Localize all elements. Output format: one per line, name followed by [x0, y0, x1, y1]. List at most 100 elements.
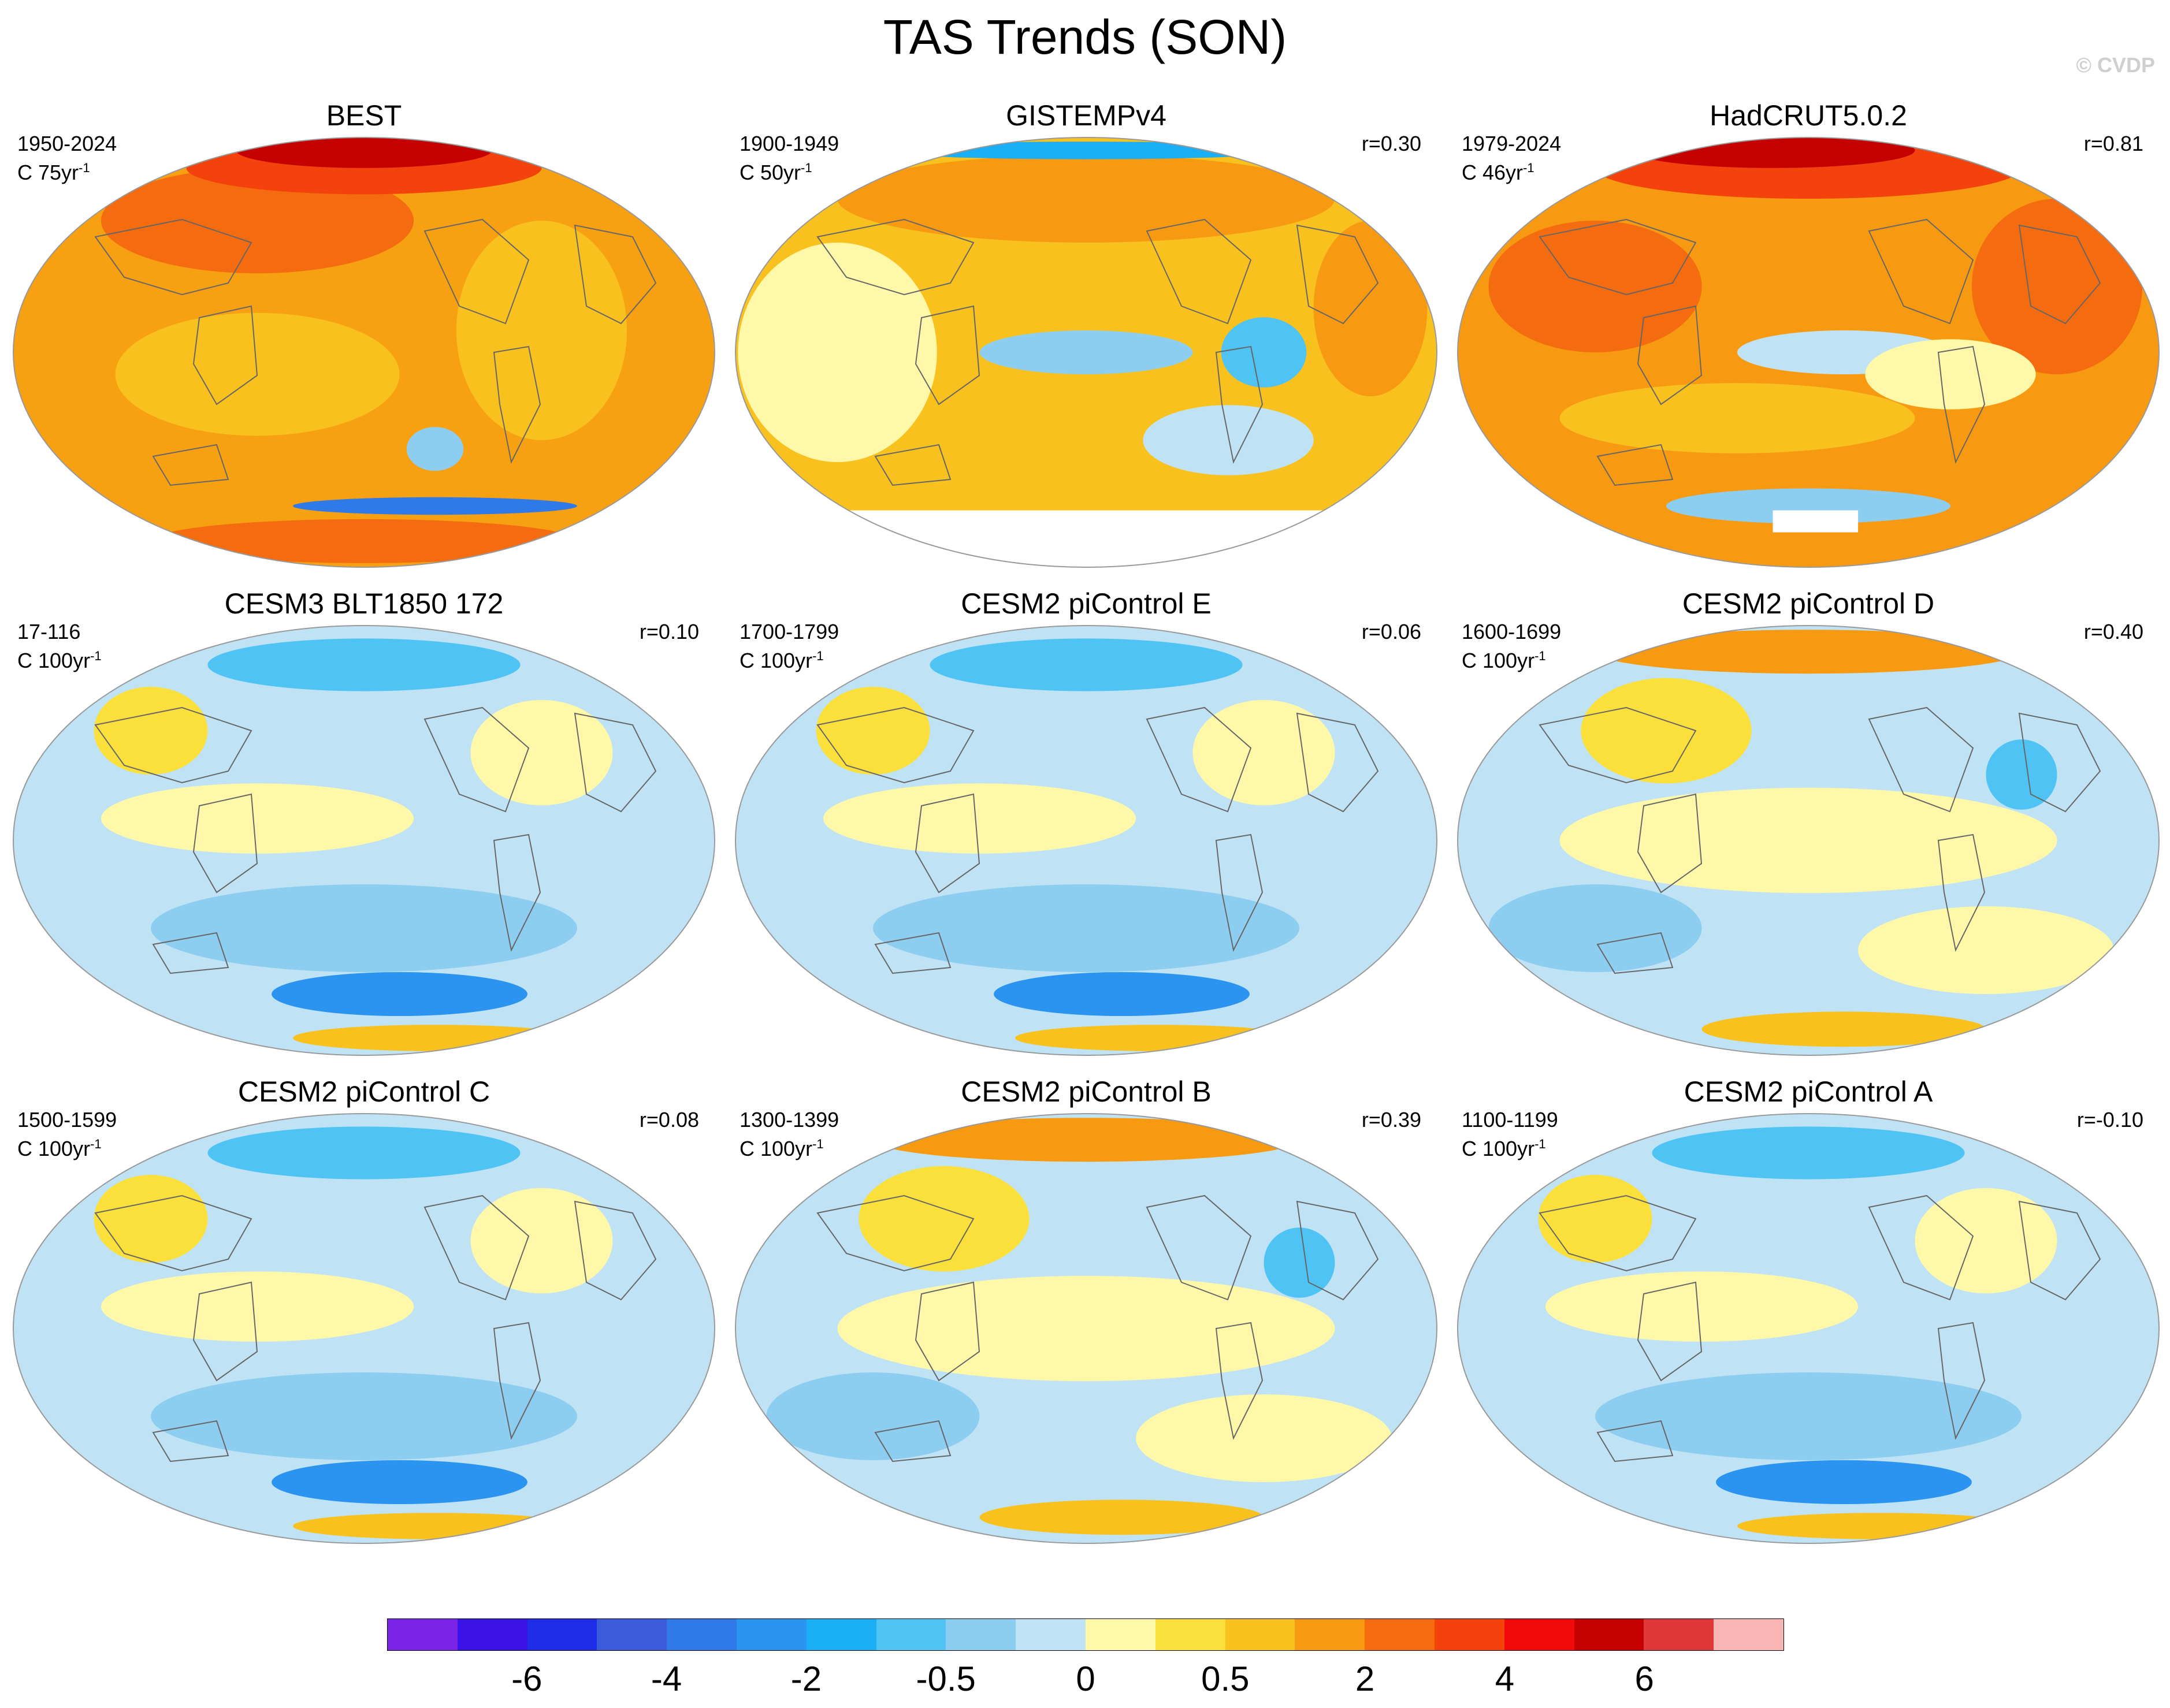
- colorbar-box: [1016, 1619, 1086, 1650]
- coastline-outline: [874, 444, 952, 486]
- coastline-outline: [493, 1322, 541, 1441]
- coastline-outline: [1596, 1420, 1674, 1463]
- panel-units-base: C 46yr: [1462, 161, 1524, 184]
- coastline-outline: [493, 833, 541, 952]
- panel-units-exponent: -1: [79, 161, 90, 175]
- coastline-outline: [816, 218, 975, 296]
- coastline-outline: [94, 1195, 252, 1272]
- map-panel: CESM2 piControl D 1600-1699 C 100yr-1 r=0.4…: [1450, 586, 2167, 1056]
- coastline-outline: [1868, 706, 1974, 813]
- coastline-outline: [1937, 833, 1986, 952]
- coastline-outline: [94, 218, 252, 296]
- coastline-outline: [1215, 833, 1264, 952]
- map-plot: [13, 1113, 715, 1544]
- trend-contour-region: [1595, 1372, 2022, 1460]
- coastline-outline: [1596, 444, 1674, 486]
- map-panel: CESM3 BLT1850 172 17-116 C 100yr-1 r=0.10: [6, 586, 722, 1056]
- trend-contour-region: [101, 168, 414, 274]
- colorbar-box: [457, 1619, 527, 1650]
- trend-contour-region: [207, 638, 521, 691]
- coastline-outline: [1146, 1195, 1252, 1301]
- map-panel: HadCRUT5.0.2 1979-2024 C 46yr-1 r=0.81: [1450, 98, 2167, 568]
- trend-contour-region: [1865, 339, 2036, 410]
- panel-units-exponent: -1: [1523, 161, 1534, 175]
- trend-contour-region: [1666, 488, 1950, 524]
- missing-data-region: [1773, 510, 1859, 533]
- trend-contour-region: [1595, 630, 2022, 674]
- trend-contour-region: [1136, 1394, 1392, 1482]
- colorbar-box: [946, 1619, 1016, 1650]
- panel-period: 1500-1599: [17, 1108, 117, 1132]
- trend-contour-region: [873, 1118, 1299, 1162]
- coastline-outline: [816, 706, 975, 784]
- panel-period: 1700-1799: [740, 620, 839, 643]
- watermark: © CVDP: [2076, 53, 2155, 77]
- trend-contour-region: [1971, 199, 2143, 374]
- map-boundary: [735, 1113, 1437, 1544]
- panel-units-exponent: -1: [812, 1137, 824, 1151]
- panel-correlation: r=0.39: [1361, 1108, 1421, 1132]
- colorbar-box: [806, 1619, 876, 1650]
- coastline-outline: [1296, 224, 1379, 325]
- panel-period: 1979-2024: [1462, 132, 1562, 155]
- trend-contour-region: [1264, 1227, 1335, 1298]
- panel-period: 1900-1949: [740, 132, 839, 155]
- trend-contour-region: [1559, 787, 2057, 894]
- trend-contour-region: [1538, 1175, 1652, 1263]
- coastline-outline: [1296, 1200, 1379, 1301]
- missing-data-region: [735, 510, 1437, 567]
- colorbar-label: 0.5: [1201, 1659, 1250, 1698]
- coastline-outline: [423, 706, 530, 813]
- coastline-outline: [816, 1195, 975, 1272]
- trend-contour-region: [1488, 884, 1702, 972]
- trend-contour-region: [738, 243, 937, 462]
- panel-title: CESM2 piControl B: [961, 1076, 1212, 1108]
- trend-contour-region: [1143, 405, 1314, 475]
- map-boundary: [13, 625, 715, 1056]
- panel-units-exponent: -1: [1534, 649, 1546, 663]
- trend-contour-region: [151, 519, 577, 563]
- coastline-outline: [192, 793, 258, 894]
- coastline-outline: [423, 1195, 530, 1301]
- coastline-outline: [1296, 712, 1379, 813]
- panel-period: 1950-2024: [17, 132, 117, 155]
- panel-units: C 75yr-1: [17, 156, 90, 185]
- trend-contour-region: [766, 1372, 980, 1460]
- map-plot: [13, 625, 715, 1056]
- trend-contour-region: [1559, 383, 1915, 453]
- coastline-outline: [874, 1420, 952, 1463]
- trend-contour-region: [101, 1271, 414, 1342]
- colorbar-label: 2: [1355, 1659, 1375, 1698]
- panel-period: 1100-1199: [1462, 1108, 1558, 1132]
- colorbar-box: [1085, 1619, 1155, 1650]
- colorbar-box: [736, 1619, 807, 1650]
- trend-contour-region: [1581, 678, 1752, 784]
- panel-units-base: C 100yr: [1462, 1137, 1535, 1160]
- colorbar-box: [876, 1619, 946, 1650]
- panel-units-exponent: -1: [801, 161, 812, 175]
- colorbar-box: [1365, 1619, 1435, 1650]
- coastline-outline: [1539, 1195, 1697, 1272]
- coastline-outline: [1937, 345, 1986, 464]
- colorbar-box: [667, 1619, 737, 1650]
- panel-title: GISTEMPv4: [1006, 99, 1166, 132]
- colorbar-box: [1644, 1619, 1714, 1650]
- trend-contour-region: [151, 1372, 577, 1460]
- coastline-outline: [915, 305, 980, 405]
- map-panel: BEST 1950-2024 C 75yr-1: [6, 98, 722, 568]
- coastline-outline: [152, 932, 229, 974]
- map-boundary: [735, 625, 1437, 1056]
- coastline-outline: [1637, 305, 1703, 405]
- trend-contour-region: [873, 884, 1299, 972]
- trend-contour-region: [837, 155, 1335, 243]
- trend-contour-region: [207, 1126, 521, 1179]
- coastline-outline: [2018, 1200, 2101, 1301]
- colorbar-label: -0.5: [916, 1659, 976, 1698]
- panel-correlation: r=0.40: [2083, 620, 2143, 643]
- panel-units-base: C 100yr: [1462, 649, 1535, 672]
- trend-contour-region: [979, 1499, 1264, 1535]
- trend-contour-region: [1221, 317, 1307, 388]
- coastline-outline: [192, 1281, 258, 1382]
- panel-units-base: C 100yr: [740, 649, 813, 672]
- coastline-outline: [2018, 224, 2101, 325]
